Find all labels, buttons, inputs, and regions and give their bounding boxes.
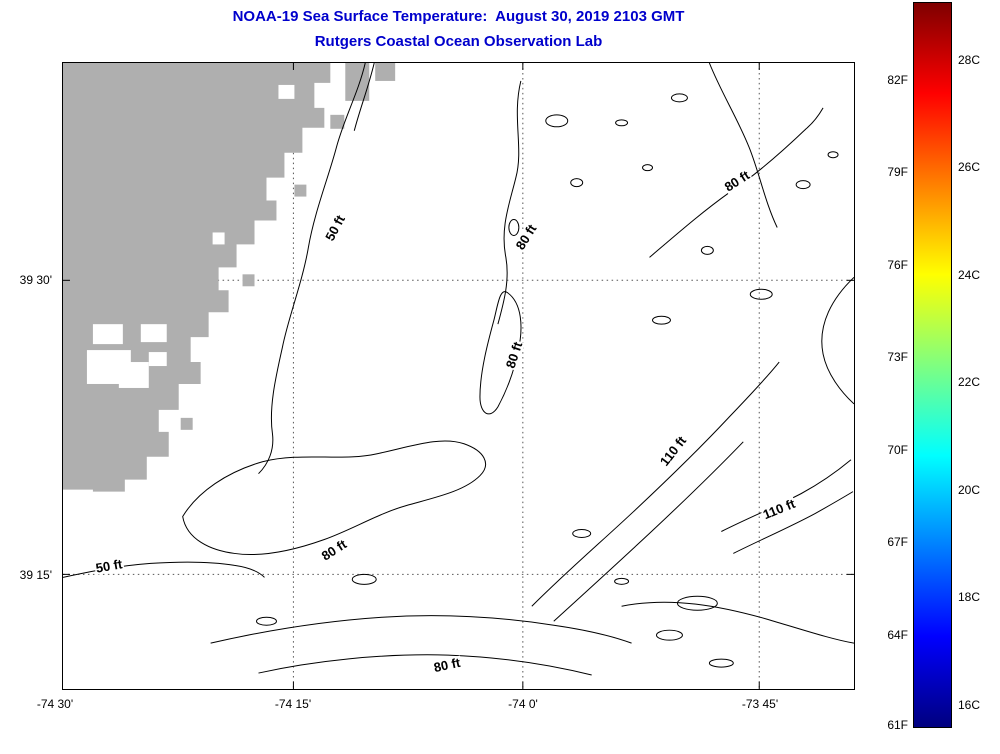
- graticule-grid: [63, 63, 854, 689]
- colorbar-fahrenheit-tick: 79F: [887, 165, 908, 179]
- colorbar-fahrenheit-tick: 82F: [887, 73, 908, 87]
- x-tick-label: -74 30': [36, 697, 74, 711]
- map-plot-area: [62, 62, 855, 690]
- land-holes: [86, 84, 295, 388]
- colorbar-fahrenheit-tick: 64F: [887, 628, 908, 642]
- colorbar-celsius-tick: 16C: [958, 698, 981, 712]
- temperature-colorbar: [913, 2, 952, 728]
- colorbar-fahrenheit-tick: 73F: [887, 350, 908, 364]
- colorbar-fahrenheit-tick: 61F: [887, 718, 908, 732]
- axis-ticks: [63, 63, 854, 689]
- y-tick-label: 39 30': [19, 273, 52, 287]
- page-title: NOAA-19 Sea Surface Temperature: August …: [232, 8, 685, 25]
- colorbar-celsius-tick: 28C: [958, 53, 981, 67]
- colorbar-fahrenheit-tick: 67F: [887, 535, 908, 549]
- map-canvas: [63, 63, 854, 689]
- colorbar-celsius-tick: 20C: [958, 483, 981, 497]
- colorbar-celsius-tick: 22C: [958, 375, 981, 389]
- x-tick-label: -74 15': [274, 697, 312, 711]
- land-polygon: [63, 63, 396, 492]
- y-tick-label: 39 15': [19, 568, 52, 582]
- x-tick-label: -73 45': [741, 697, 779, 711]
- x-tick-label: -74 0': [508, 697, 538, 711]
- colorbar-celsius-tick: 26C: [958, 160, 981, 174]
- colorbar-celsius-tick: 24C: [958, 268, 981, 282]
- colorbar-fahrenheit-tick: 70F: [887, 443, 908, 457]
- page-subtitle: Rutgers Coastal Ocean Observation Lab: [314, 33, 603, 50]
- colorbar-fahrenheit-tick: 76F: [887, 258, 908, 272]
- colorbar-celsius-tick: 18C: [958, 590, 981, 604]
